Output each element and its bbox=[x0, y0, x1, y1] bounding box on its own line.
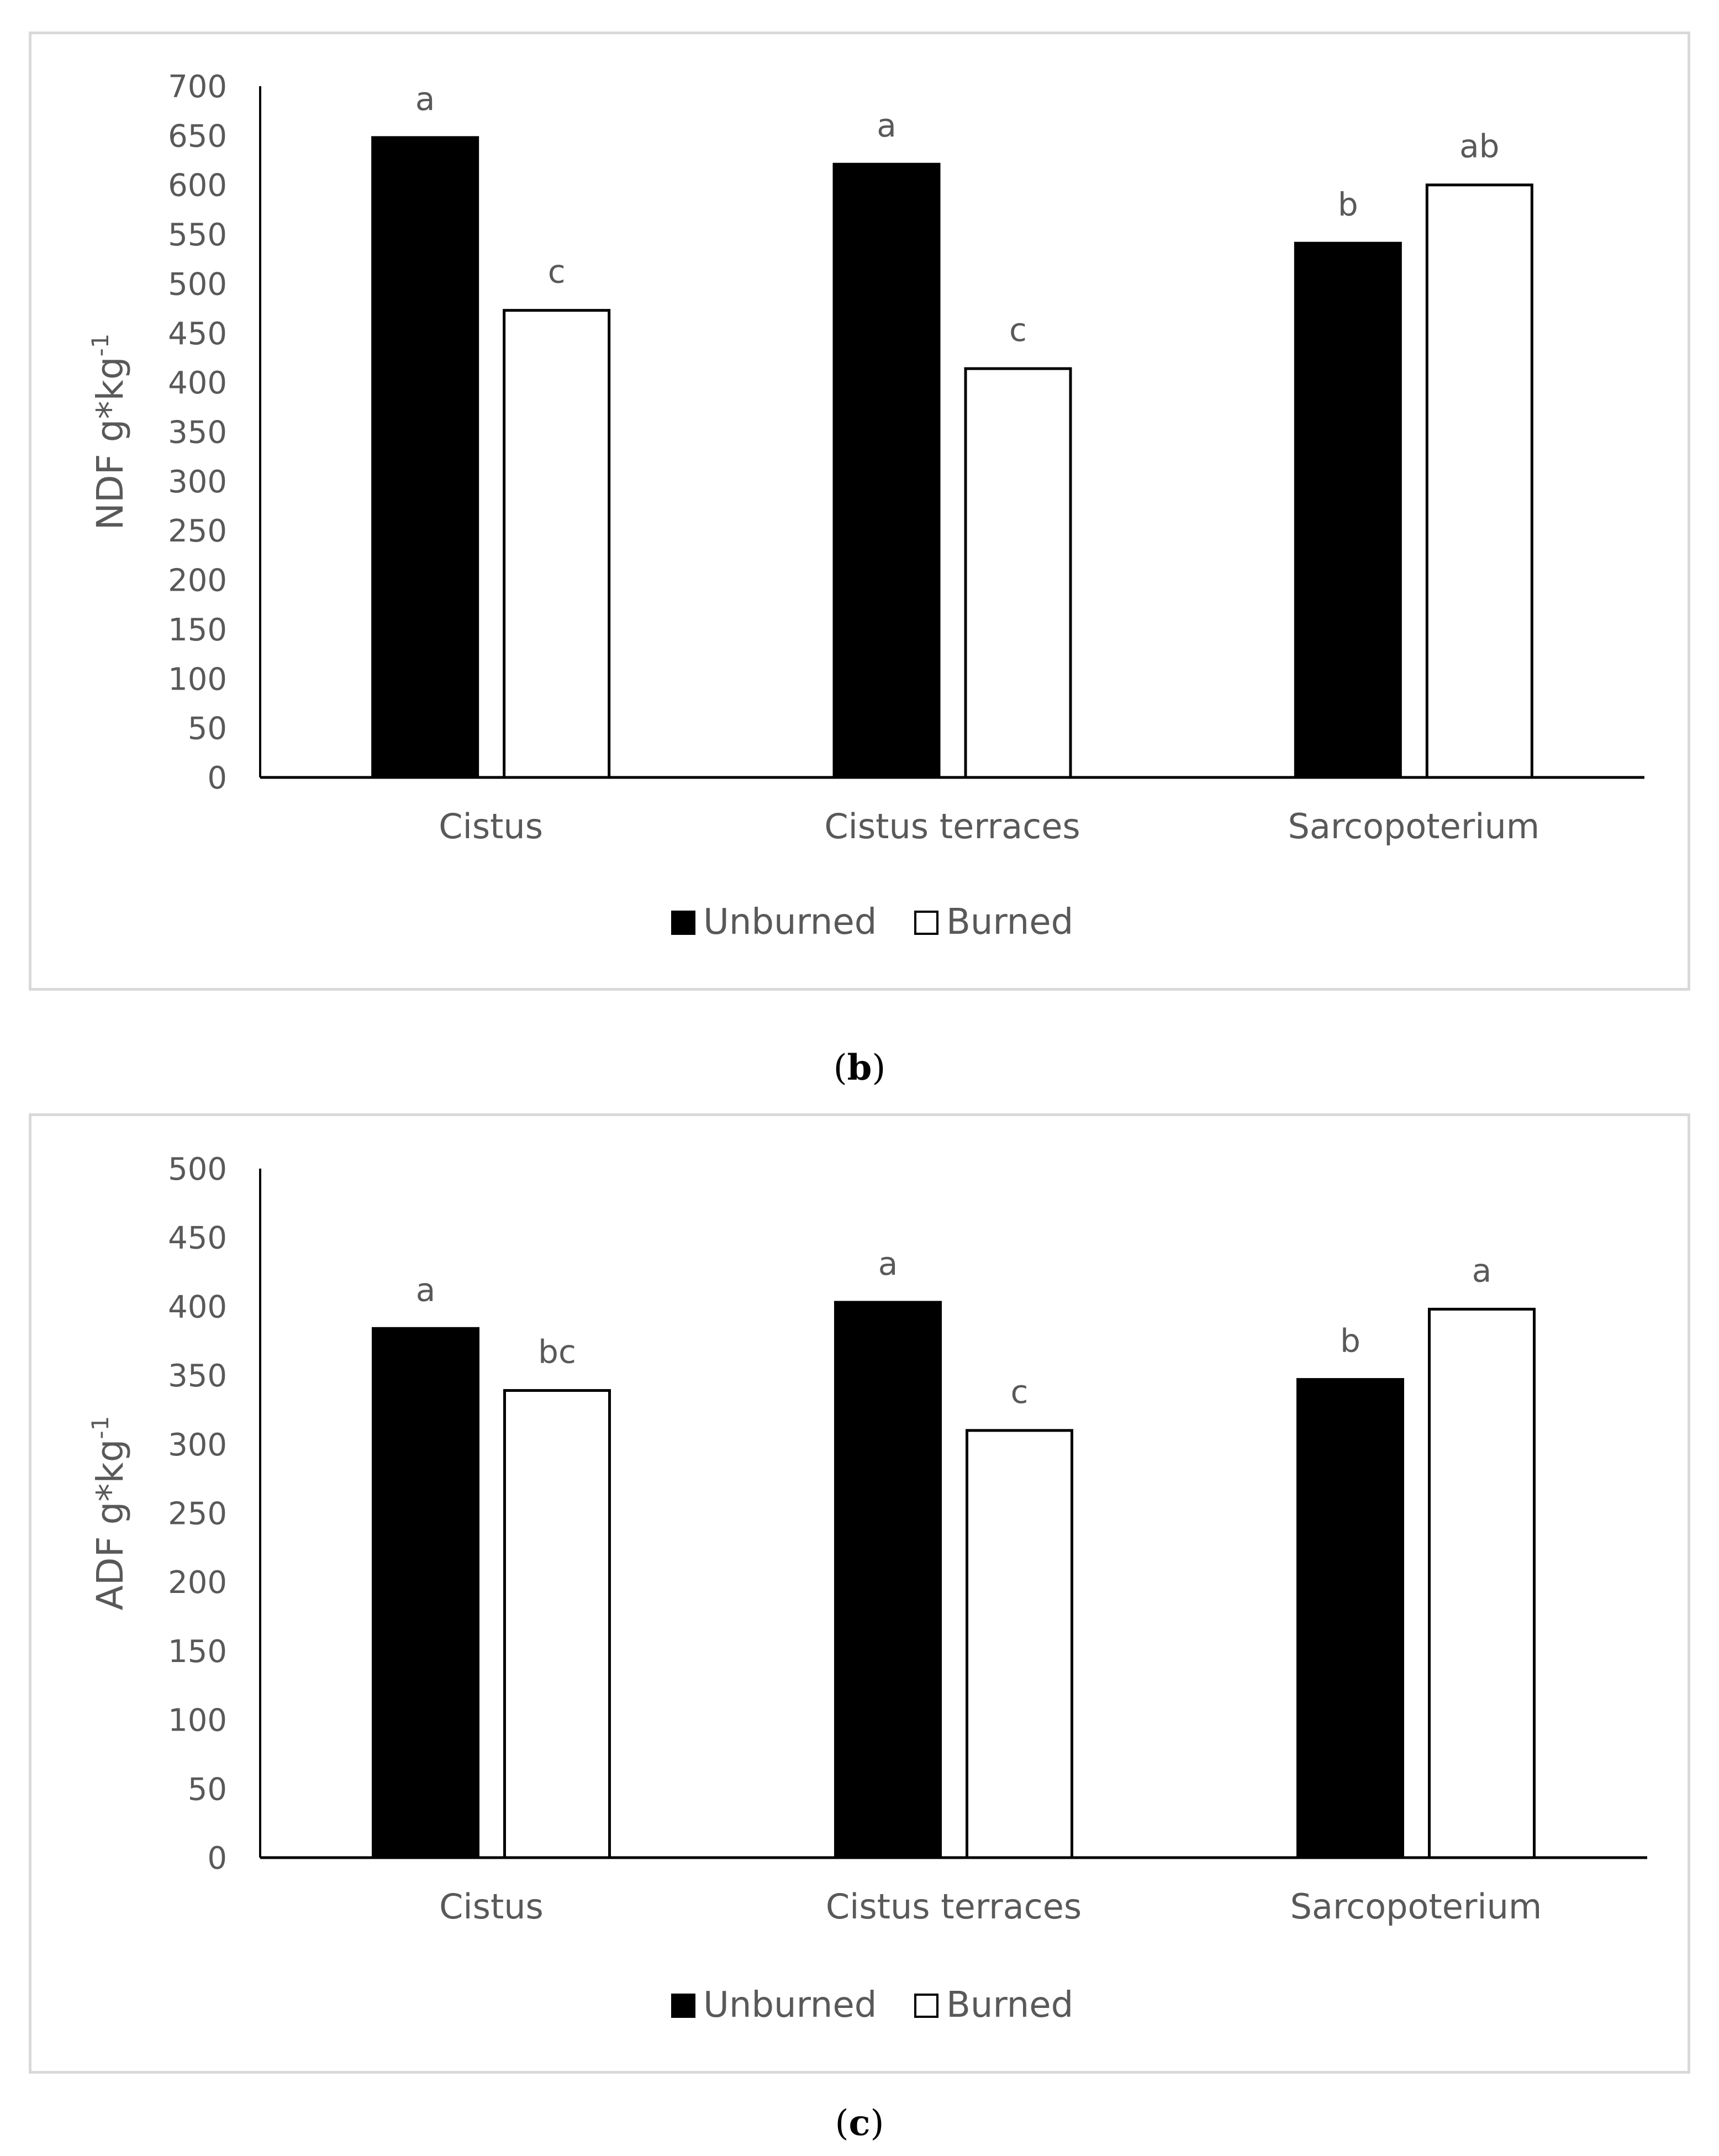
x-category-label: Cistus bbox=[439, 806, 543, 846]
x-category-label: Sarcopoterium bbox=[1288, 806, 1540, 846]
bar-burned bbox=[503, 309, 611, 779]
significance-letter: c bbox=[1011, 1373, 1029, 1411]
y-axis-label-superscript: -1 bbox=[87, 333, 114, 356]
y-tick-label: 50 bbox=[188, 711, 227, 747]
y-tick-label: 300 bbox=[168, 464, 227, 500]
ndf-bar-chart: 0 50 100 150 200 250 300 350 400 450 500 550 600 650 7… bbox=[87, 69, 1644, 943]
y-axis-label: ADF g*kg-1 bbox=[87, 1416, 131, 1611]
y-tick-label: 450 bbox=[168, 1221, 227, 1256]
x-category-label: Sarcopoterium bbox=[1290, 1886, 1542, 1927]
y-tick-label: 0 bbox=[207, 760, 227, 796]
bar-burned bbox=[966, 1429, 1073, 1859]
bar-unburned bbox=[834, 1301, 942, 1859]
y-axis-label-superscript: -1 bbox=[87, 1416, 114, 1439]
legend-swatch-unburned bbox=[671, 911, 695, 935]
significance-letter: a bbox=[878, 1245, 898, 1282]
significance-letter: a bbox=[415, 80, 435, 118]
y-tick-label: 400 bbox=[168, 1289, 227, 1325]
significance-letter: c bbox=[548, 253, 566, 291]
y-tick-label: 700 bbox=[168, 69, 227, 105]
y-tick-label: 200 bbox=[168, 1565, 227, 1601]
legend-label-unburned: Unburned bbox=[703, 902, 877, 943]
y-tick-label: 400 bbox=[168, 365, 227, 401]
panel-caption-b-label: b bbox=[847, 1047, 872, 1088]
y-tick-label: 150 bbox=[168, 612, 227, 648]
y-tick-label: 250 bbox=[168, 1496, 227, 1532]
legend-label-unburned: Unburned bbox=[703, 1985, 877, 2026]
y-tick-label: 200 bbox=[168, 563, 227, 599]
bar-unburned bbox=[371, 136, 479, 779]
chart-panel-adf: 0 50 100 150 200 250 300 350 400 450 500 ADF g*kg-1… bbox=[29, 1113, 1690, 2074]
y-tick-label: 650 bbox=[168, 118, 227, 154]
legend-swatch-unburned bbox=[671, 1994, 695, 2018]
bar-burned bbox=[503, 1389, 611, 1859]
legend-swatch-burned bbox=[914, 911, 938, 935]
significance-letter: a bbox=[1472, 1251, 1492, 1289]
y-tick-label: 300 bbox=[168, 1427, 227, 1463]
y-tick-label: 100 bbox=[168, 661, 227, 697]
x-category-label: Cistus terraces bbox=[824, 806, 1080, 846]
y-tick-label: 500 bbox=[168, 266, 227, 302]
adf-bar-chart: 0 50 100 150 200 250 300 350 400 450 500 ADF g*kg-1… bbox=[87, 1151, 1647, 2026]
y-axis-label-text: ADF g*kg bbox=[89, 1439, 131, 1610]
bar-unburned bbox=[1294, 241, 1402, 779]
bar-burned bbox=[1428, 1307, 1536, 1859]
significance-letter: a bbox=[416, 1271, 436, 1308]
y-tick-label: 350 bbox=[168, 415, 227, 451]
y-axis-label-text: NDF g*kg bbox=[89, 356, 131, 530]
legend-swatch-burned bbox=[914, 1994, 938, 2018]
bar-unburned bbox=[1296, 1378, 1404, 1859]
significance-letter: c bbox=[1009, 311, 1027, 349]
chart-panel-ndf: 0 50 100 150 200 250 300 350 400 450 500 550 600 650 7… bbox=[29, 31, 1690, 991]
y-tick-label: 350 bbox=[168, 1358, 227, 1394]
significance-letter: b bbox=[1340, 1322, 1361, 1360]
bar-unburned bbox=[832, 162, 941, 779]
significance-letter: ab bbox=[1459, 128, 1499, 165]
y-tick-label: 250 bbox=[168, 513, 227, 549]
significance-letter: bc bbox=[538, 1333, 576, 1371]
significance-letter: a bbox=[877, 107, 897, 144]
legend-label-burned: Burned bbox=[946, 902, 1073, 943]
legend-label-burned: Burned bbox=[946, 1985, 1073, 2026]
y-tick-label: 450 bbox=[168, 316, 227, 352]
y-tick-label: 150 bbox=[168, 1634, 227, 1670]
panel-caption-c: (c) bbox=[835, 2102, 884, 2144]
bar-burned bbox=[1425, 183, 1533, 779]
y-tick-label: 550 bbox=[168, 217, 227, 253]
bar-unburned bbox=[372, 1327, 479, 1859]
x-category-label: Cistus terraces bbox=[826, 1886, 1082, 1927]
y-tick-label: 600 bbox=[168, 168, 227, 204]
x-category-label: Cistus bbox=[439, 1886, 544, 1927]
panel-caption-c-label: c bbox=[848, 2102, 871, 2144]
y-tick-label: 0 bbox=[207, 1841, 227, 1876]
bar-burned bbox=[964, 367, 1072, 779]
significance-letter: b bbox=[1338, 186, 1358, 223]
panel-caption-b: (b) bbox=[833, 1047, 886, 1088]
y-tick-label: 500 bbox=[168, 1151, 227, 1187]
y-tick-label: 100 bbox=[168, 1703, 227, 1739]
y-tick-label: 50 bbox=[188, 1771, 227, 1807]
y-axis-label: NDF g*kg-1 bbox=[87, 333, 131, 530]
